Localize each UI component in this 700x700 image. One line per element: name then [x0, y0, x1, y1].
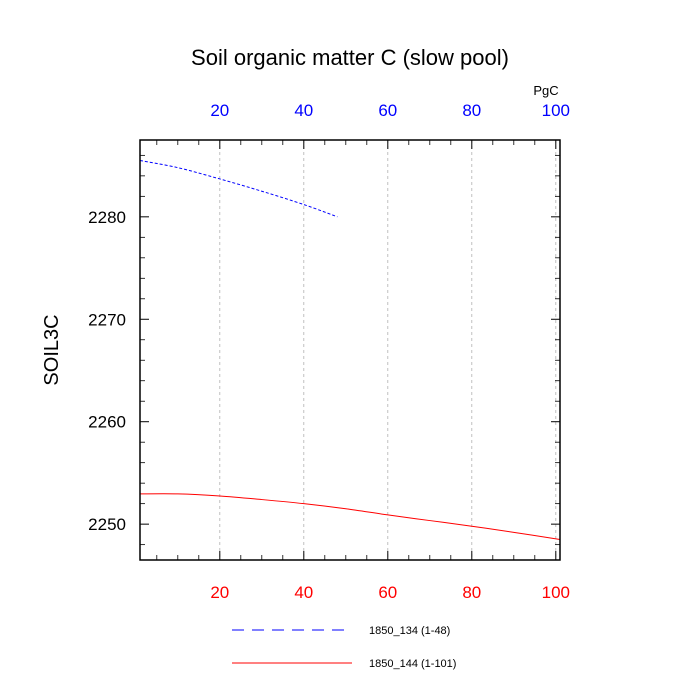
series-line-2 — [139, 493, 561, 541]
y-tick-label: 2280 — [88, 208, 126, 227]
x-tick-label-top: 20 — [210, 101, 229, 120]
plot-frame — [139, 139, 561, 561]
x-tick-label-bottom: 80 — [462, 583, 481, 602]
legend: 1850_134 (1-48) 1850_144 (1-101) — [232, 625, 456, 670]
series-layer — [139, 159, 561, 541]
x-tick-label-bottom: 20 — [210, 583, 229, 602]
y-tick-label: 2250 — [88, 515, 126, 534]
x-tick-label-top: 100 — [542, 101, 570, 120]
x-tick-label-bottom: 60 — [378, 583, 397, 602]
axis-ticks: 20 20 40 40 60 60 80 80 100 100 2250 2260 2270 2280 — [88, 101, 570, 602]
x-tick-label-top: 80 — [462, 101, 481, 120]
x-tick-label-bottom: 40 — [294, 583, 313, 602]
y-axis-label: SOIL3C — [41, 314, 63, 385]
series-line-1 — [139, 159, 338, 218]
legend-label-2: 1850_144 (1-101) — [369, 658, 456, 670]
legend-label-1: 1850_134 (1-48) — [369, 625, 450, 637]
x-tick-label-bottom: 100 — [542, 583, 570, 602]
grid-lines — [219, 140, 557, 560]
units-label: PgC — [533, 83, 558, 98]
chart-title: Soil organic matter C (slow pool) — [191, 45, 509, 70]
y-tick-label: 2260 — [88, 413, 126, 432]
y-tick-label: 2270 — [88, 310, 126, 329]
x-tick-label-top: 40 — [294, 101, 313, 120]
x-tick-label-top: 60 — [378, 101, 397, 120]
